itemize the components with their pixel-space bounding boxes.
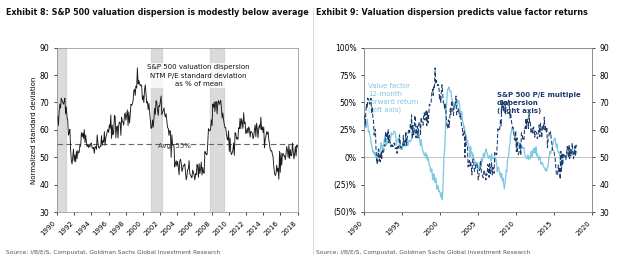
Text: Source: I/B/E/S, Compustat, Goldman Sachs Global Investment Research: Source: I/B/E/S, Compustat, Goldman Sach… — [316, 250, 530, 255]
Bar — [57, 48, 66, 212]
Text: Exhibit 9: Valuation dispersion predicts value factor returns: Exhibit 9: Valuation dispersion predicts… — [316, 8, 589, 17]
Bar — [151, 48, 162, 212]
Text: S&P 500 valuation dispersion
NTM P/E standard deviation
as % of mean: S&P 500 valuation dispersion NTM P/E sta… — [147, 64, 250, 87]
Text: Value factor
12-month
forward return
(left axis): Value factor 12-month forward return (le… — [368, 83, 418, 113]
Text: Source: I/B/E/S, Compustat, Goldman Sachs Global Investment Research: Source: I/B/E/S, Compustat, Goldman Sach… — [6, 250, 220, 255]
Text: S&P 500 P/E multiple
dispersion
(right axis): S&P 500 P/E multiple dispersion (right a… — [497, 91, 580, 113]
Y-axis label: Normalized standard deviation: Normalized standard deviation — [31, 76, 37, 184]
Text: Avg: 55%: Avg: 55% — [158, 143, 191, 149]
Text: Exhibit 8: S&P 500 valuation dispersion is modestly below average: Exhibit 8: S&P 500 valuation dispersion … — [6, 8, 309, 17]
Bar — [210, 48, 225, 212]
